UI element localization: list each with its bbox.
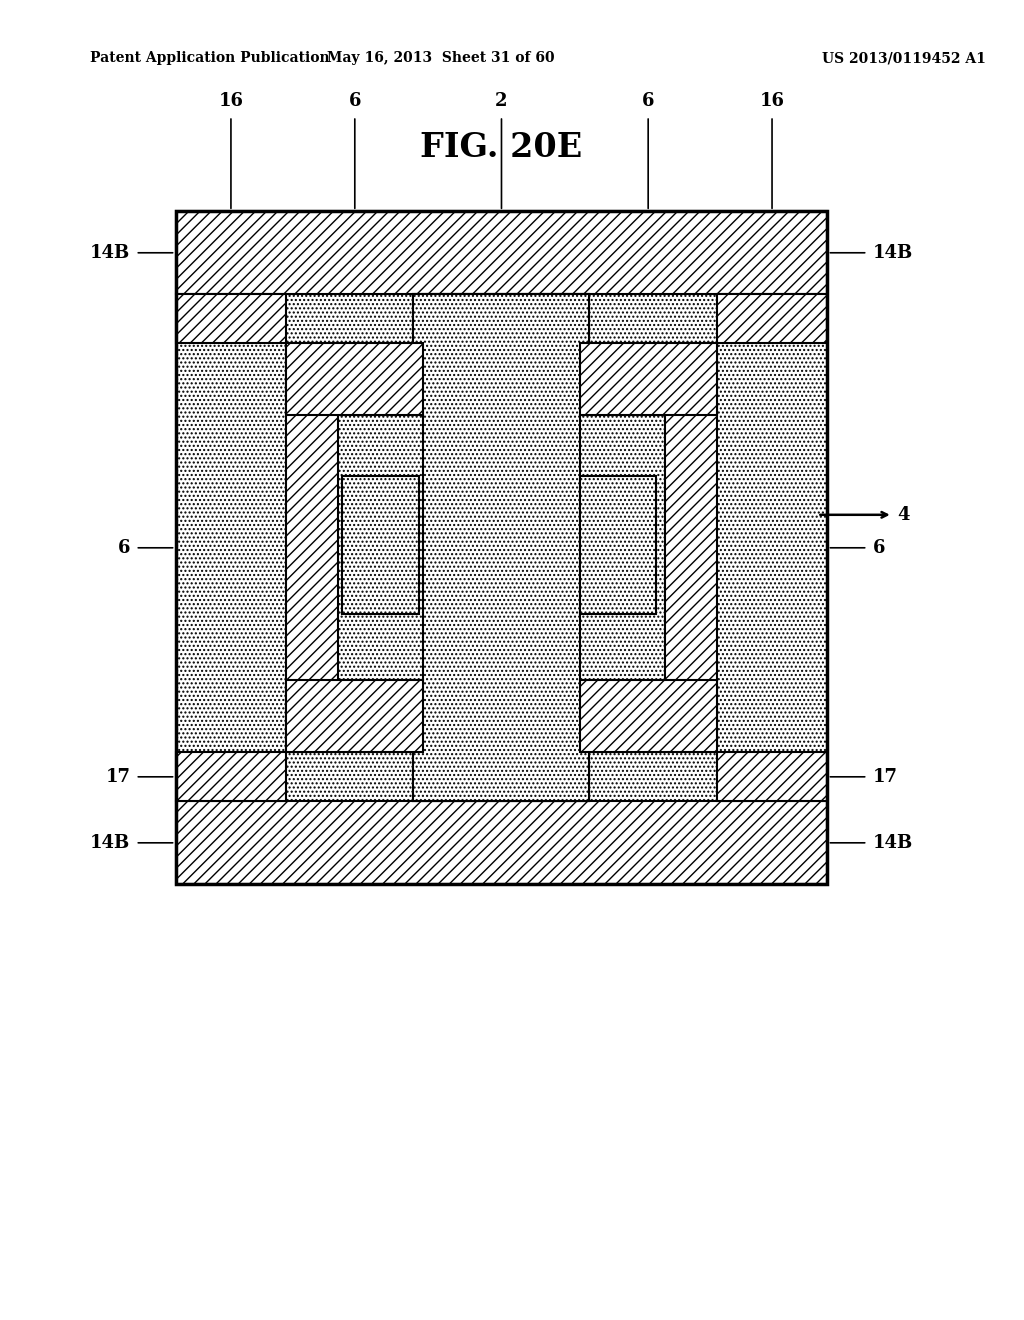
Text: US 2013/0119452 A1: US 2013/0119452 A1 (822, 51, 986, 65)
Bar (175, 801, 827, 884)
Bar (175, 211, 827, 884)
Bar (175, 211, 827, 294)
Text: 14B: 14B (872, 244, 912, 261)
Text: FIG. 20E: FIG. 20E (421, 131, 583, 164)
Text: 16: 16 (218, 91, 244, 110)
Bar (287, 343, 423, 752)
Bar (414, 752, 590, 801)
Bar (717, 294, 827, 343)
Text: 6: 6 (642, 91, 654, 110)
Bar (580, 343, 717, 752)
Text: 4: 4 (898, 506, 910, 524)
Text: 17: 17 (105, 768, 130, 785)
Bar (287, 343, 423, 416)
Bar (175, 294, 287, 343)
Bar (414, 294, 590, 801)
Text: 6: 6 (872, 539, 885, 557)
Bar (717, 752, 827, 801)
Bar (175, 752, 287, 801)
Text: 2: 2 (496, 91, 508, 110)
Text: 6: 6 (348, 91, 361, 110)
Bar (580, 343, 717, 416)
Text: Patent Application Publication: Patent Application Publication (90, 51, 330, 65)
Text: May 16, 2013  Sheet 31 of 60: May 16, 2013 Sheet 31 of 60 (328, 51, 555, 65)
Text: 14B: 14B (90, 244, 130, 261)
Bar (580, 680, 717, 752)
Text: 14B: 14B (872, 834, 912, 851)
Bar (338, 416, 423, 680)
Text: 14B: 14B (90, 834, 130, 851)
Bar (342, 477, 419, 614)
Text: 6: 6 (118, 539, 130, 557)
Bar (175, 211, 827, 884)
Bar (414, 294, 590, 343)
Text: 17: 17 (872, 768, 898, 785)
Bar (580, 416, 665, 680)
Bar (580, 477, 656, 614)
Text: 16: 16 (760, 91, 784, 110)
Bar (287, 680, 423, 752)
